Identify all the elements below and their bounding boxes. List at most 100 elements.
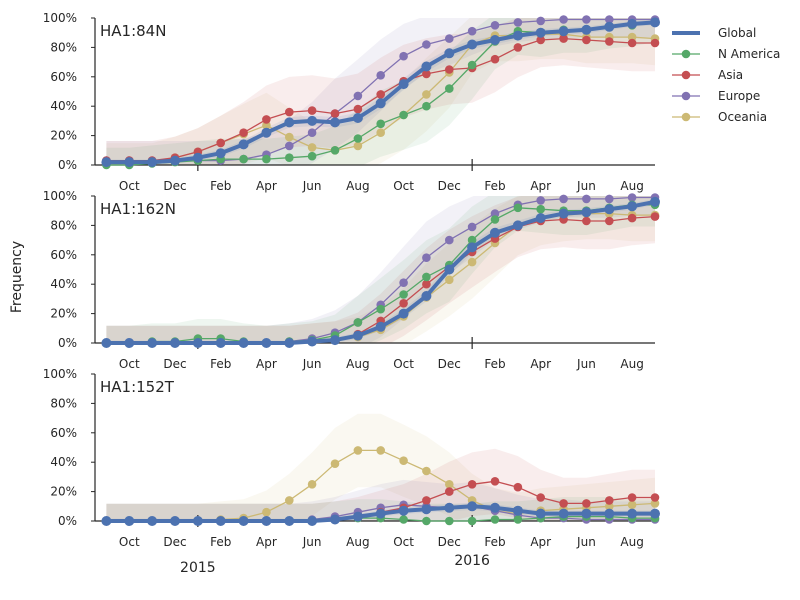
x-tick-label: Apr [256, 357, 277, 371]
data-point-europe [445, 235, 454, 245]
data-point-oceania [262, 121, 271, 130]
data-point-asia [353, 104, 363, 114]
data-point-europe [582, 15, 591, 24]
y-tick-label: 100% [43, 367, 77, 381]
data-point-global [307, 115, 318, 126]
data-point-global [192, 338, 203, 348]
data-point-europe [422, 253, 431, 262]
data-point-europe [559, 194, 568, 204]
legend-item-oceania: Oceania [672, 110, 767, 124]
data-point-n-america [239, 154, 248, 164]
x-tick-label: Aug [620, 535, 643, 549]
data-point-europe [605, 194, 614, 204]
legend-label: N America [718, 47, 780, 61]
x-tick-label: Aug [346, 179, 369, 193]
data-point-asia [307, 106, 317, 115]
data-point-global [444, 502, 455, 513]
legend-marker [681, 70, 691, 80]
data-point-global [558, 508, 569, 519]
data-point-global [627, 508, 638, 519]
data-point-asia [399, 299, 408, 308]
data-point-asia [285, 107, 294, 117]
data-point-global [261, 516, 272, 526]
data-point-global [307, 516, 318, 526]
data-point-asia [627, 213, 637, 223]
data-point-global [604, 508, 615, 519]
data-point-global [650, 17, 660, 28]
x-tick-label: Oct [393, 535, 414, 549]
data-point-n-america [467, 60, 477, 70]
x-tick-label: Oct [119, 535, 140, 549]
x-tick-label: Dec [163, 179, 186, 193]
x-tick-label: Oct [119, 357, 140, 371]
legend-item-asia: Asia [672, 68, 743, 82]
x-tick-label: Aug [346, 357, 369, 371]
data-point-global [581, 207, 592, 218]
data-point-n-america [399, 290, 408, 299]
data-point-n-america [467, 235, 477, 245]
data-point-asia [605, 216, 614, 226]
data-point-asia [513, 482, 523, 492]
data-point-global [467, 242, 478, 253]
panel-title: HA1:84N [100, 22, 166, 40]
x-tick-label: Apr [256, 179, 277, 193]
x-tick-label: Dec [163, 535, 186, 549]
data-point-asia [513, 43, 523, 52]
data-point-asia [582, 216, 591, 226]
y-tick-label: 0% [58, 336, 77, 350]
y-tick-label: 60% [50, 70, 77, 84]
data-point-oceania [445, 275, 454, 285]
y-tick-label: 40% [50, 277, 77, 291]
data-point-asia [216, 138, 225, 148]
series-global [101, 196, 660, 348]
data-point-oceania [330, 459, 340, 469]
data-point-global [604, 21, 615, 32]
x-tick-label: Jun [576, 357, 596, 371]
data-point-global [558, 208, 569, 219]
data-point-global [238, 139, 249, 150]
data-point-global [238, 338, 249, 348]
data-point-global [330, 335, 340, 346]
data-point-n-america [353, 318, 363, 327]
data-point-global [627, 18, 638, 29]
data-point-asia [650, 493, 660, 502]
year-label: 2016 [454, 553, 490, 569]
panel-ha1-84n: 0% 20% 40% 60% 80% 100% Oct Dec Feb Apr Jun Aug Oct D… [43, 11, 660, 193]
y-tick-label: 80% [50, 218, 77, 232]
y-tick-label: 40% [50, 455, 77, 469]
data-point-oceania [262, 507, 271, 517]
data-point-oceania [467, 257, 477, 267]
legend-label: Asia [718, 68, 743, 82]
data-point-global [650, 196, 660, 207]
x-tick-label: Feb [484, 535, 505, 549]
data-point-asia [605, 496, 614, 505]
legend-label: Europe [718, 89, 760, 103]
band-asia [106, 448, 655, 521]
data-point-global [330, 117, 340, 128]
x-tick-label: Jun [576, 535, 596, 549]
y-tick-label: 80% [50, 396, 77, 410]
data-point-oceania [307, 480, 317, 489]
data-point-global [124, 516, 135, 526]
data-point-oceania [650, 499, 660, 508]
data-point-global [284, 516, 295, 526]
data-point-global [421, 504, 432, 515]
band-oceania [106, 413, 655, 521]
data-point-oceania [399, 456, 408, 466]
data-point-europe [399, 51, 408, 61]
legend-item-global: Global [672, 26, 756, 40]
data-point-asia [445, 65, 454, 74]
data-point-n-america [330, 146, 340, 155]
data-point-global [215, 148, 226, 159]
data-point-europe [353, 91, 363, 101]
data-point-n-america [307, 151, 317, 161]
data-point-global [101, 516, 112, 526]
data-point-global [101, 338, 112, 348]
y-tick-label: 20% [50, 129, 77, 143]
data-point-europe [285, 141, 294, 151]
data-point-oceania [422, 466, 431, 476]
x-tick-label: Jun [302, 357, 322, 371]
data-point-n-america [490, 215, 500, 224]
data-point-n-america [422, 101, 431, 111]
